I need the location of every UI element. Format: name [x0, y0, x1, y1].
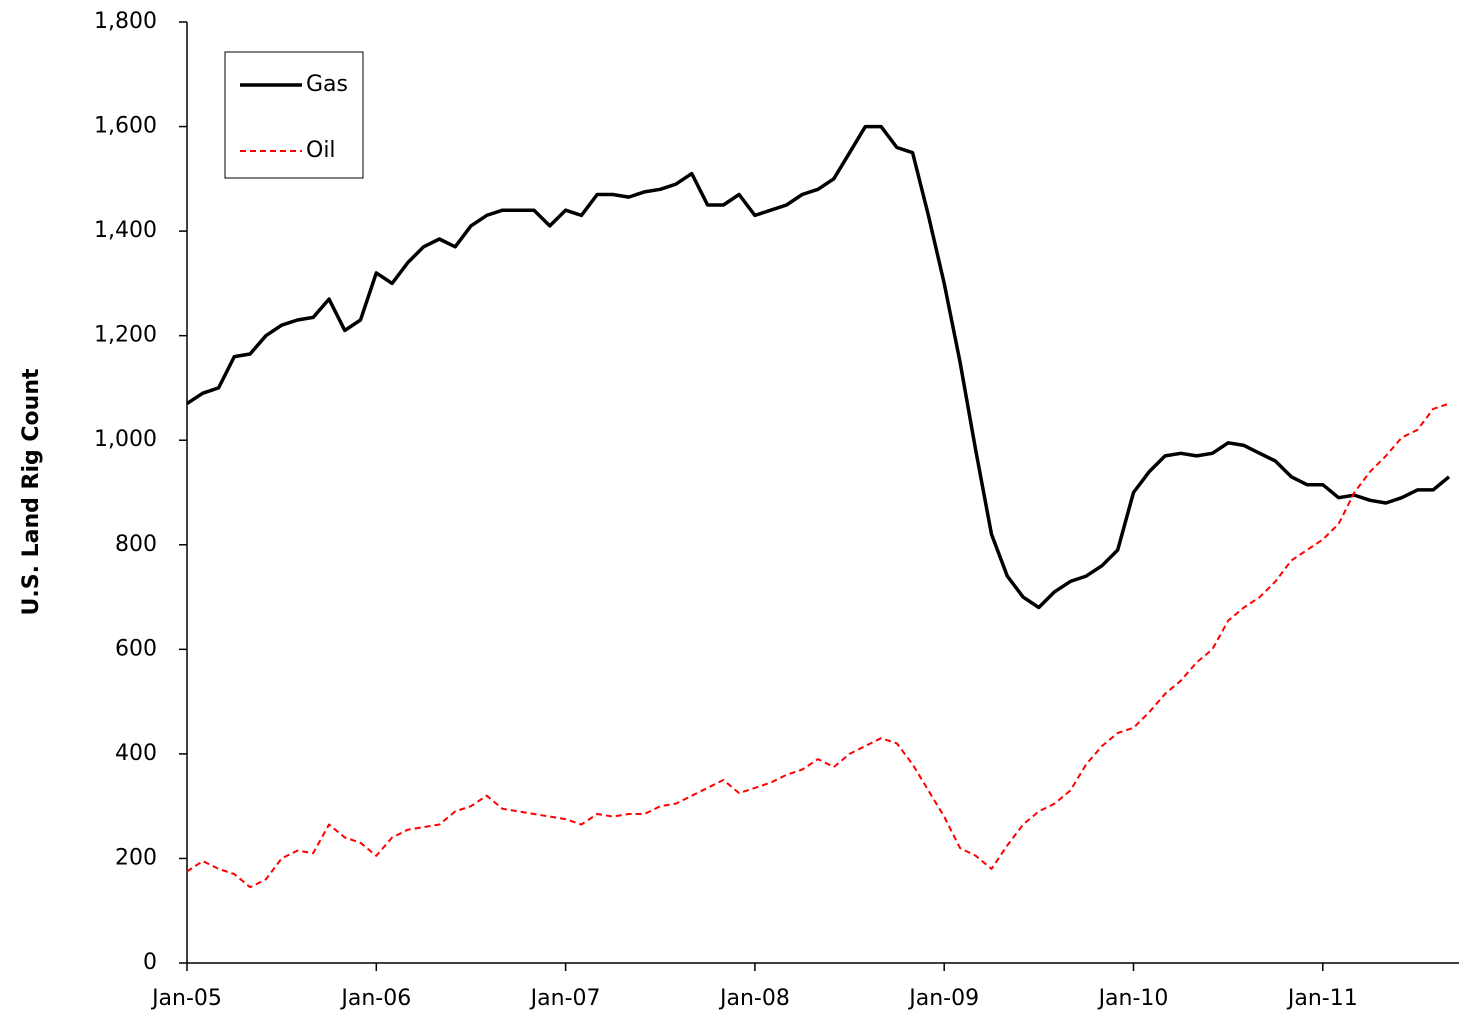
line-series — [186, 402, 1450, 889]
legend-label: Oil — [306, 138, 336, 163]
y-tick-label: 1,400 — [94, 218, 157, 243]
y-tick-label: 400 — [115, 741, 157, 766]
y-tick-label: 600 — [115, 636, 157, 661]
y-tick-label: 0 — [143, 950, 157, 975]
x-tick-label: Jan-07 — [529, 986, 601, 1011]
x-tick-label: Jan-09 — [907, 986, 979, 1011]
x-tick-label: Jan-11 — [1286, 986, 1358, 1011]
x-tick-label: Jan-05 — [150, 986, 222, 1011]
y-tick-label: 800 — [115, 532, 157, 557]
legend-box — [224, 51, 364, 179]
x-tick-label: Jan-06 — [339, 986, 411, 1011]
y-tick-label: 1,000 — [94, 427, 157, 452]
x-tick-label: Jan-10 — [1097, 986, 1169, 1011]
y-axis-label: U.S. Land Rig Count — [19, 368, 44, 615]
y-tick-label: 1,200 — [94, 323, 157, 348]
legend-label: Gas — [306, 72, 348, 97]
line-series — [186, 124, 1451, 610]
x-tick-label: Jan-08 — [718, 986, 790, 1011]
y-tick-label: 200 — [115, 845, 157, 870]
y-tick-label: 1,600 — [94, 114, 157, 139]
y-tick-label: 1,800 — [94, 9, 157, 34]
